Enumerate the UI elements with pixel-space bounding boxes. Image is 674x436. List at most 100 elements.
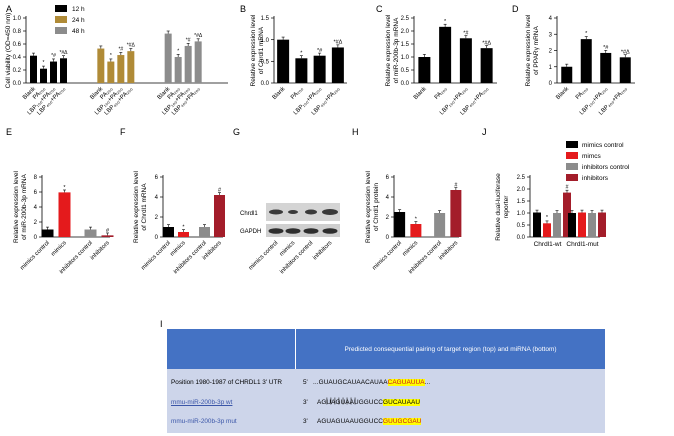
y-tick-label-A: 0.8 <box>13 29 22 35</box>
bar-E-2 <box>84 229 97 237</box>
blot-band-chrdl1 <box>305 209 317 215</box>
bar-A-2-2 <box>184 45 192 83</box>
x-tick-label-F: mimics <box>169 240 186 257</box>
y-tick-label-B: 1.5 <box>261 16 270 22</box>
sig-label-A: *# <box>118 47 123 53</box>
bar-A-0-1 <box>40 68 47 83</box>
y-tick-label-C: 1.0 <box>401 55 410 61</box>
bar-A-1-0 <box>97 48 105 83</box>
seq-highlight: GUUGCGAU <box>383 418 422 425</box>
legend-label-J: inhibitors control <box>582 164 630 171</box>
bar-H-3 <box>450 190 462 237</box>
y-tick-label-J: 2.0 <box>517 187 526 193</box>
sig-label-A: * <box>110 53 112 59</box>
x-tick-label-H: mimics <box>402 240 419 257</box>
row-prime: 5' <box>303 379 308 386</box>
panel-letter-A: A <box>6 4 12 14</box>
bar-B-3 <box>331 47 344 83</box>
bar-D-3 <box>619 57 631 83</box>
bar-D-2 <box>600 52 612 83</box>
table-row-mut: mmu-miR-200b-3p mut 3' AGUAGUAAUGGUCCGUU… <box>171 418 422 425</box>
sig-label-C: *# <box>463 30 469 36</box>
band-label-chrdl1: Chrdl1 <box>240 211 258 217</box>
table-row-target: Position 1980-1987 of CHRDL1 3' UTR 5' .… <box>171 379 430 386</box>
x-tick-label-E: mimics <box>50 240 67 257</box>
row-label-link[interactable]: mmu-miR-200b-3p wt <box>171 399 233 406</box>
y-axis-label-C: Relative expression level <box>385 14 392 86</box>
y-axis-label-J: Relative dual-luciferase <box>495 173 502 241</box>
bar-H-2 <box>434 213 446 237</box>
x-tick-label-F: mimics control <box>141 240 172 271</box>
sig-label-F: # <box>218 187 222 193</box>
seq-pre: ...GUAUGCAUAACAUAA <box>313 379 388 386</box>
sig-label-F: * <box>182 224 185 230</box>
y-tick-label-H: 2 <box>386 215 390 221</box>
legend-label-J: inhibitors <box>582 175 609 182</box>
table-body: Position 1980-1987 of CHRDL1 3' UTR 5' .… <box>167 369 605 433</box>
table-header: Predicted consequential pairing of targe… <box>167 329 605 369</box>
table-row-wt: mmu-miR-200b-3p wt 3' AGUAGUAAUGGUCCGUCA… <box>171 399 421 406</box>
x-tick-label-G: mimics control <box>248 240 279 271</box>
bar-F-1 <box>178 232 189 237</box>
sig-label-E: # <box>106 228 110 234</box>
y-axis-label-H: of Chrdl1 protein <box>373 183 380 231</box>
y-axis-label-C: of miR-200b-3p mRNA <box>393 17 400 83</box>
panel-letter-G: G <box>233 127 240 137</box>
y-tick-label-A: 0.4 <box>13 55 22 61</box>
sig-label-A: *#Δ <box>194 33 203 39</box>
bar-J-0-3 <box>563 192 571 237</box>
y-tick-label-D: 2 <box>549 49 553 55</box>
y-tick-label-J: 0.5 <box>517 223 526 229</box>
bar-E-3 <box>101 235 114 237</box>
y-tick-label-E: 6 <box>34 190 38 196</box>
bar-J-1-1 <box>578 212 586 237</box>
y-tick-label-B: 0.0 <box>261 81 270 87</box>
blot-spacer <box>266 222 340 224</box>
y-tick-label-A: 0.0 <box>13 81 22 87</box>
bar-E-0 <box>41 229 54 237</box>
seq-highlight: CAGUAUUA <box>387 379 425 386</box>
y-tick-label-C: 2.5 <box>401 16 410 22</box>
legend-label-A: 12 h <box>72 6 85 13</box>
seq-highlight: GUCAUAAU <box>383 399 421 406</box>
sig-label-H: * <box>415 216 418 222</box>
sig-label-H: # <box>454 182 458 188</box>
x-tick-label-D: PA₂₀₀ <box>575 86 590 101</box>
sig-label-B: * <box>300 50 303 56</box>
y-tick-label-C: 2.0 <box>401 29 410 35</box>
sig-label-B: *#Δ <box>333 40 342 46</box>
y-axis-label-H: Relative expression level <box>365 171 372 243</box>
sig-label-A: * <box>177 48 179 54</box>
row-label: mmu-miR-200b-3p mut <box>171 418 237 425</box>
panel-letter-J: J <box>482 127 487 137</box>
y-tick-label-J: 0.0 <box>517 235 526 241</box>
sig-label-C: * <box>444 19 447 25</box>
legend-label-A: 24 h <box>72 17 85 24</box>
y-tick-label-F: 4 <box>155 195 159 201</box>
bar-C-1 <box>439 26 452 83</box>
blot-band-chrdl1 <box>322 209 338 215</box>
y-tick-label-F: 0 <box>155 235 159 241</box>
y-tick-label-B: 1.0 <box>261 38 270 44</box>
panel-letter-F: F <box>120 127 126 137</box>
legend-label-J: mimics control <box>582 142 624 149</box>
y-tick-label-D: 3 <box>549 32 553 38</box>
sig-label-A: *# <box>186 37 191 43</box>
blot-band-gapdh <box>322 228 338 234</box>
bar-F-2 <box>199 227 210 237</box>
sig-label-A: *#Δ <box>59 50 68 56</box>
y-tick-label-F: 2 <box>155 215 159 221</box>
x-tick-label-G: mimics <box>279 240 296 257</box>
y-tick-label-C: 0.0 <box>401 81 410 87</box>
panel-letter-E: E <box>6 127 12 137</box>
seq-post: ... <box>424 379 431 386</box>
bar-H-0 <box>394 212 406 237</box>
bar-A-2-3 <box>194 41 202 83</box>
y-tick-label-E: 8 <box>34 175 38 181</box>
band-label-gapdh: GAPDH <box>240 229 261 235</box>
x-tick-label-B: PA₂₀₀ <box>290 86 305 101</box>
x-tick-label-E: inhibitors <box>90 240 111 261</box>
seq-pre: AGUAGUAAUGGUCC <box>317 418 384 425</box>
legend-swatch-A <box>55 27 67 34</box>
